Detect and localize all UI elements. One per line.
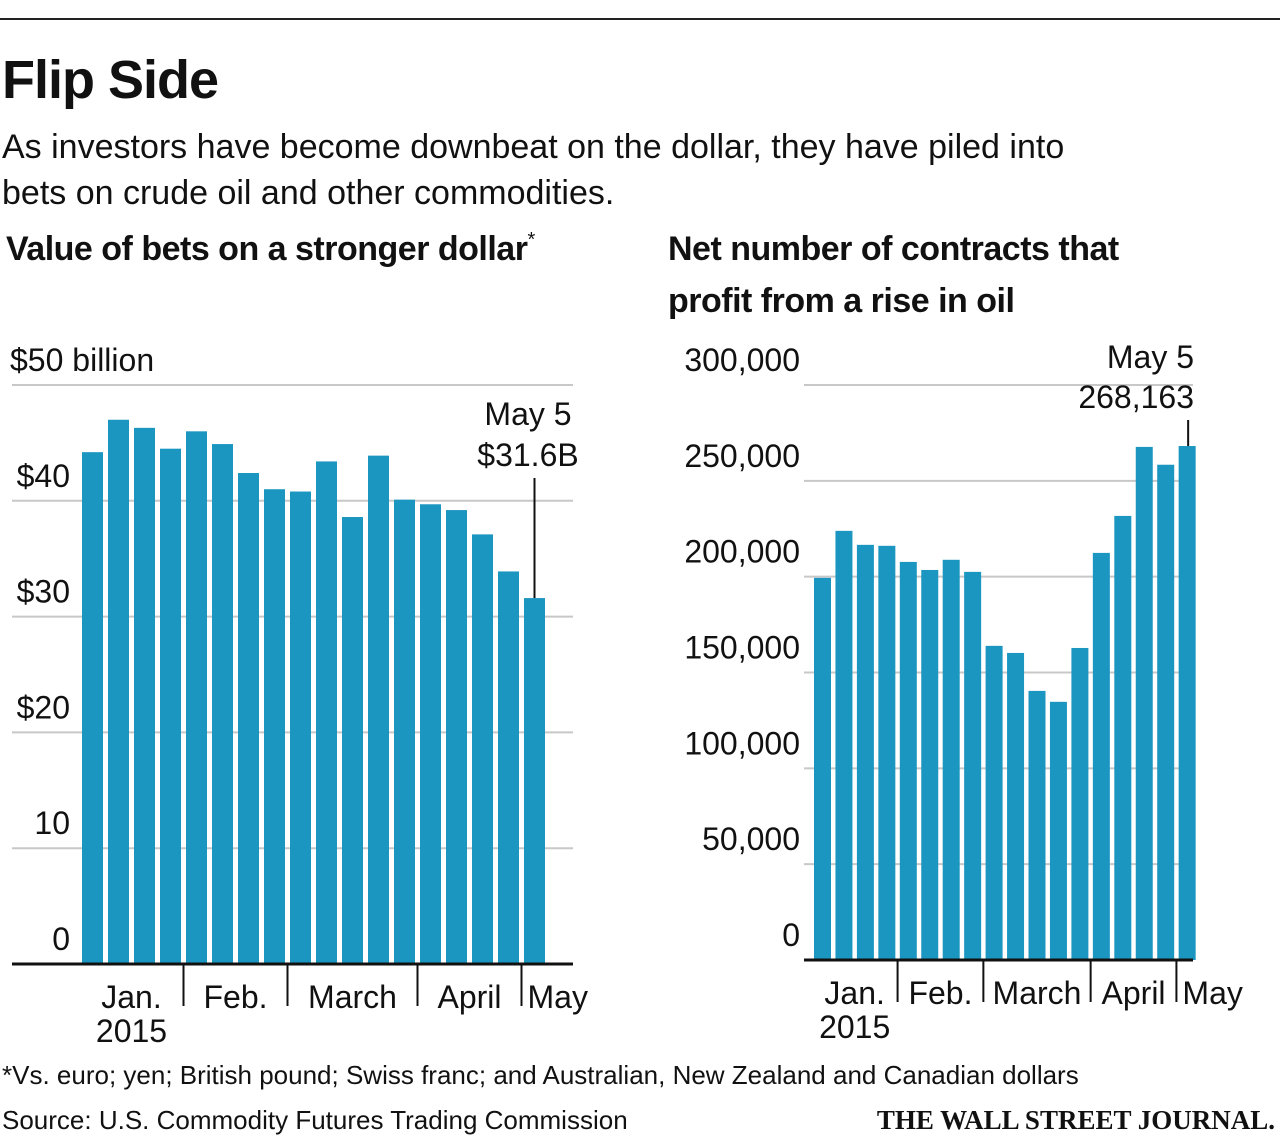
annotation-date: May 5 [484,396,571,432]
x-tick-label: March [993,975,1082,1011]
bar [212,444,233,965]
y-tick-label: 10 [34,805,70,841]
bar [290,491,311,964]
source: Source: U.S. Commodity Futures Trading C… [2,1105,628,1135]
chart-title: Net number of contracts that [668,230,1119,268]
bar [498,571,519,964]
bar [1028,690,1046,960]
x-tick-label: Feb. [203,979,267,1015]
x-tick-label: May [1182,975,1242,1011]
bar [942,559,960,960]
bar [394,499,415,964]
bar [134,427,155,964]
bar [1007,652,1025,960]
bar [964,571,982,960]
y-tick-label: $30 [17,574,70,610]
x-tick-label: March [308,979,397,1015]
bar [238,473,259,964]
bar [985,645,1003,960]
y-tick-label: $20 [17,689,70,725]
x-tick-label: May [528,979,588,1015]
y-tick-label: 250,000 [684,438,800,474]
subtitle: bets on crude oil and other commodities. [2,174,614,212]
annotation-value: $31.6B [477,437,578,473]
x-tick-label: April [437,979,501,1015]
y-tick-label: 0 [782,917,800,953]
chart-title: profit from a rise in oil [668,282,1014,320]
bar [899,561,917,960]
x-year-label: 2015 [96,1013,167,1049]
bar [1071,647,1089,960]
annotation-value: 268,163 [1078,379,1194,415]
bar [446,510,467,964]
bar [814,577,831,960]
bar [264,489,285,964]
x-year-label: 2015 [819,1009,890,1045]
chart-title: Value of bets on a stronger dollar* [6,229,535,268]
y-tick-label: $50 billion [10,342,154,378]
bar [524,598,545,964]
bar [835,530,853,960]
bar [316,461,337,964]
bar [186,431,207,964]
bar [1157,464,1175,960]
y-tick-label: 300,000 [684,342,800,378]
y-tick-label: 200,000 [684,534,800,570]
title-mark: * [527,229,535,251]
bar [1135,446,1153,960]
y-tick-label: 150,000 [684,630,800,666]
y-tick-label: 100,000 [684,725,800,761]
x-tick-label: Feb. [908,975,972,1011]
bar [82,452,103,964]
bar [856,544,874,960]
bar [472,534,493,964]
x-tick-label: April [1102,975,1166,1011]
bar [108,419,129,964]
bar [1092,552,1110,960]
bar [1049,701,1067,960]
page-title: Flip Side [2,50,218,110]
credit: THE WALL STREET JOURNAL. [877,1105,1275,1135]
bar [342,517,363,964]
bar [878,545,896,960]
bar [420,504,441,964]
y-tick-label: $40 [17,458,70,494]
x-tick-label: Jan. [101,979,161,1015]
y-tick-label: 0 [52,921,70,957]
bar [160,448,181,964]
subtitle: As investors have become downbeat on the… [2,128,1064,166]
annotation-date: May 5 [1107,339,1194,375]
y-tick-label: 50,000 [702,821,800,857]
bar [1178,446,1196,961]
x-tick-label: Jan. [824,975,884,1011]
bar [921,569,939,960]
bar [1114,515,1132,960]
footnote: *Vs. euro; yen; British pound; Swiss fra… [2,1060,1079,1090]
bar [368,455,389,964]
